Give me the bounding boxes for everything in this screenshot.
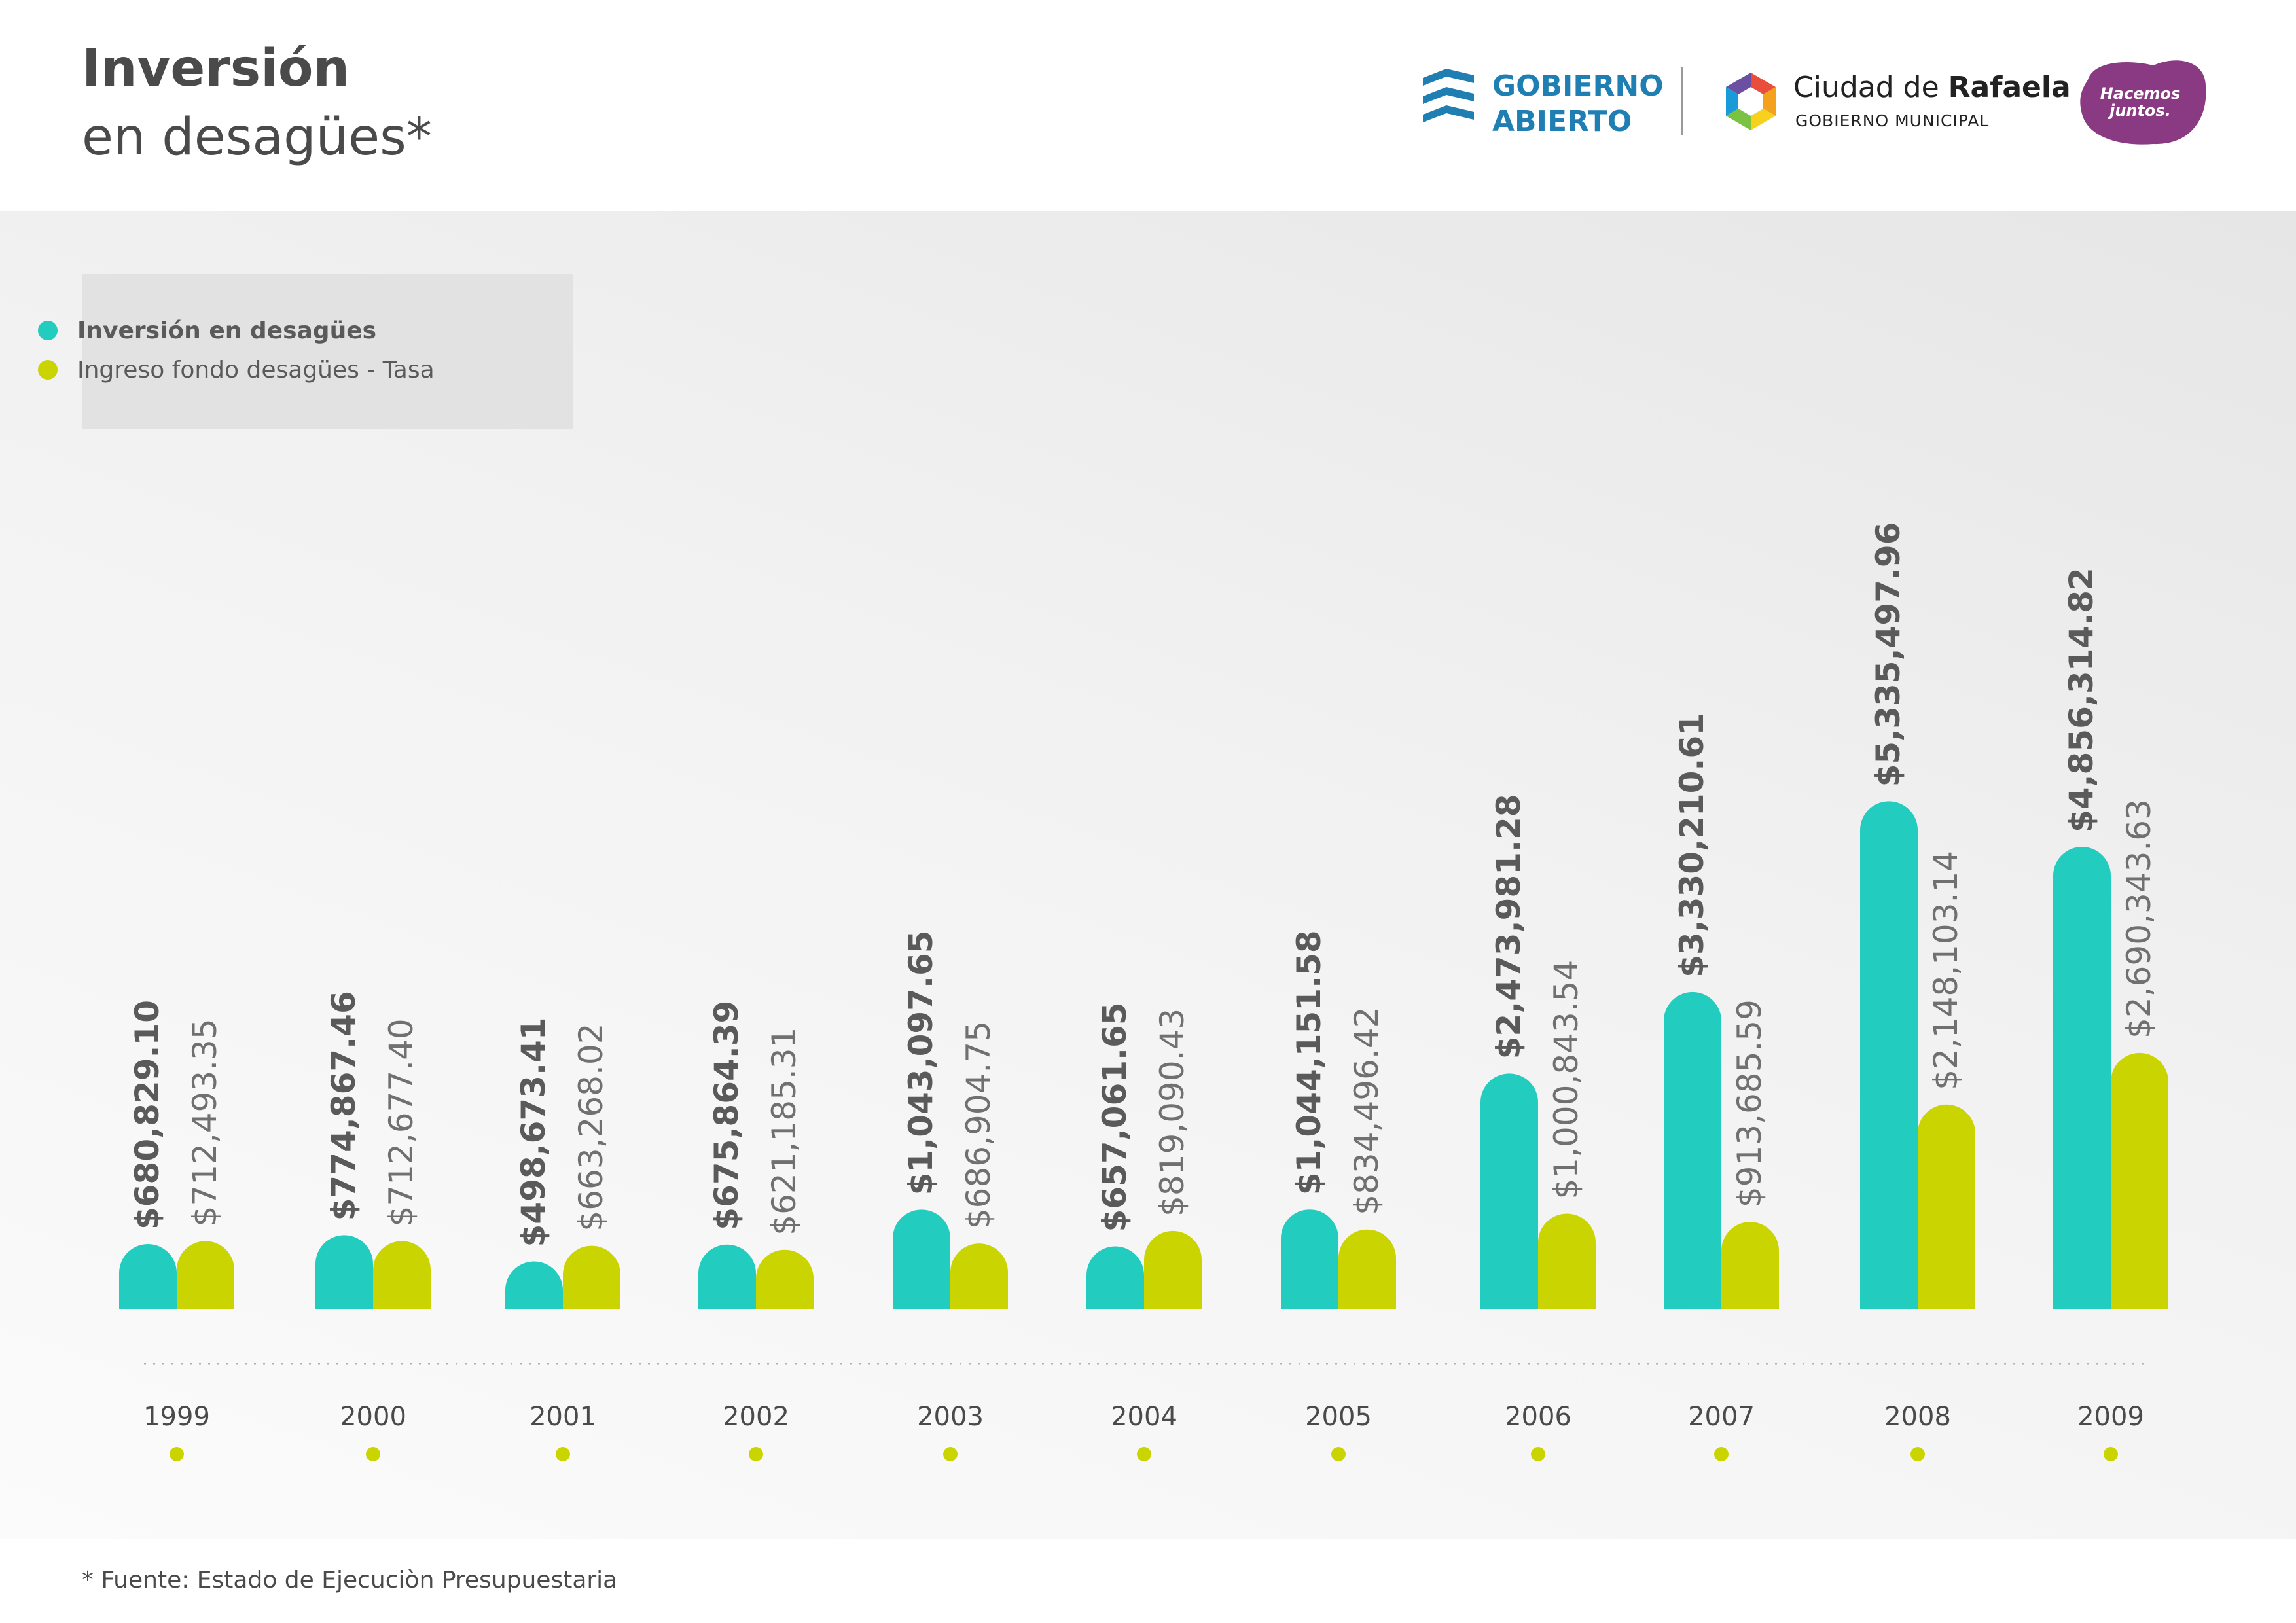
- bar-ingreso-2008: [1918, 1104, 1975, 1309]
- bar-ingreso-2000: [373, 1241, 431, 1309]
- year-dot-2005: [1331, 1447, 1346, 1461]
- logo-divider: [1681, 67, 1683, 135]
- year-dot-2007: [1714, 1447, 1729, 1461]
- bar-inversion-2006: [1480, 1073, 1538, 1309]
- value-label-ingreso-2002: $621,185.31: [765, 1027, 803, 1236]
- year-label-2006: 2006: [1505, 1402, 1571, 1432]
- year-label-2009: 2009: [2077, 1402, 2144, 1432]
- chart-legend: [82, 274, 573, 429]
- page-title: Inversión: [82, 39, 350, 98]
- hacemos-juntos-wordmark: Hacemos juntos.: [2088, 85, 2193, 119]
- value-label-inversion-2004: $657,061.65: [1096, 1002, 1134, 1232]
- value-label-ingreso-2003: $686,904.75: [960, 1021, 997, 1229]
- ciudad-rafaela-wordmark: Ciudad de Rafaela: [1793, 71, 2071, 104]
- value-label-ingreso-2007: $913,685.59: [1731, 999, 1768, 1207]
- value-label-ingreso-2001: $663,268.02: [572, 1023, 610, 1231]
- ciudad-name-bold: Rafaela: [1948, 71, 2071, 104]
- legend-swatch-ingreso: [38, 360, 58, 380]
- year-label-2003: 2003: [917, 1402, 984, 1432]
- value-label-inversion-2009: $4,856,314.82: [2062, 567, 2100, 832]
- bar-ingreso-2003: [950, 1243, 1008, 1309]
- value-label-inversion-2003: $1,043,097.65: [902, 930, 940, 1195]
- bars-layer: [119, 801, 2168, 1309]
- value-label-ingreso-2009: $2,690,343.63: [2120, 799, 2158, 1039]
- value-label-inversion-2000: $774,867.46: [325, 991, 363, 1221]
- bar-ingreso-2005: [1338, 1229, 1396, 1309]
- year-dot-2003: [943, 1447, 958, 1461]
- bar-ingreso-2009: [2111, 1052, 2168, 1309]
- gobierno-abierto-wordmark: GOBIERNO ABIERTO: [1492, 69, 1664, 139]
- year-label-2007: 2007: [1688, 1402, 1755, 1432]
- value-label-ingreso-2006: $1,000,843.54: [1547, 960, 1585, 1200]
- page-subtitle: en desagües*: [82, 108, 432, 167]
- ciudad-name-regular: Ciudad de: [1793, 71, 1948, 104]
- value-label-ingreso-1999: $712,493.35: [186, 1018, 224, 1226]
- source-footnote: * Fuente: Estado de Ejecuciòn Presupuest…: [82, 1567, 618, 1594]
- value-label-inversion-2008: $5,335,497.96: [1869, 522, 1907, 787]
- bar-inversion-2003: [893, 1209, 950, 1309]
- value-label-ingreso-2008: $2,148,103.14: [1927, 851, 1965, 1090]
- legend-label-inversion: Inversión en desagües: [77, 317, 377, 344]
- gobierno-abierto-logo[interactable]: GOBIERNO ABIERTO: [1420, 62, 1669, 141]
- year-dot-2008: [1910, 1447, 1925, 1461]
- year-dot-2000: [366, 1447, 380, 1461]
- value-label-inversion-1999: $680,829.10: [128, 1000, 166, 1230]
- bar-ingreso-2002: [756, 1249, 814, 1309]
- year-dot-2002: [749, 1447, 763, 1461]
- legend-item-inversion: Inversión en desagües: [38, 314, 376, 347]
- year-dot-2006: [1531, 1447, 1545, 1461]
- bar-ingreso-2006: [1538, 1213, 1596, 1309]
- bar-inversion-2008: [1860, 801, 1918, 1309]
- value-label-inversion-2001: $498,673.41: [514, 1017, 552, 1247]
- bar-ingreso-2004: [1144, 1230, 1202, 1309]
- hacemos-line: Hacemos: [2100, 84, 2181, 103]
- hexagon-logo-icon: [1726, 73, 1776, 130]
- ciudad-rafaela-logo[interactable]: Ciudad de Rafaela GOBIERNO MUNICIPAL: [1718, 65, 2071, 144]
- value-label-inversion-2006: $2,473,981.28: [1490, 794, 1528, 1059]
- year-label-2002: 2002: [723, 1402, 789, 1432]
- legend-label-ingreso: Ingreso fondo desagües - Tasa: [77, 356, 435, 383]
- value-labels-layer: $680,829.10 $712,493.35 $774,867.46 $712,67…: [128, 522, 2158, 1247]
- header: Inversión en desagües* GOBIERNO ABIERTO …: [0, 0, 2296, 211]
- value-label-ingreso-2004: $819,090.43: [1153, 1008, 1191, 1217]
- bar-inversion-2001: [505, 1261, 563, 1309]
- year-label-2008: 2008: [1884, 1402, 1951, 1432]
- bar-inversion-2007: [1664, 991, 1721, 1309]
- ciudad-subtitle: GOBIERNO MUNICIPAL: [1795, 111, 1990, 130]
- bar-inversion-2005: [1281, 1209, 1338, 1309]
- year-label-2000: 2000: [340, 1402, 406, 1432]
- legend-swatch-inversion: [38, 321, 58, 340]
- bar-ingreso-1999: [177, 1241, 234, 1309]
- value-label-inversion-2007: $3,330,210.61: [1673, 713, 1711, 978]
- stacked-chevrons-icon: [1423, 69, 1474, 122]
- gobierno-abierto-line1: GOBIERNO: [1492, 69, 1664, 103]
- year-dot-2009: [2104, 1447, 2118, 1461]
- juntos-line: juntos.: [2109, 101, 2171, 120]
- hacemos-juntos-logo[interactable]: Hacemos juntos.: [2068, 54, 2212, 152]
- bar-inversion-2000: [315, 1235, 373, 1309]
- hacemos-juntos-blob: [2080, 60, 2206, 145]
- year-label-2005: 2005: [1305, 1402, 1372, 1432]
- year-label-1999: 1999: [143, 1402, 210, 1432]
- bar-inversion-2004: [1086, 1246, 1144, 1309]
- year-dot-2004: [1137, 1447, 1151, 1461]
- value-label-inversion-2005: $1,044,151.58: [1290, 930, 1328, 1195]
- value-label-ingreso-2000: $712,677.40: [382, 1018, 420, 1226]
- bar-ingreso-2007: [1721, 1222, 1779, 1309]
- year-dot-1999: [170, 1447, 184, 1461]
- year-label-2001: 2001: [529, 1402, 596, 1432]
- bar-ingreso-2001: [563, 1245, 620, 1309]
- gobierno-abierto-line2: ABIERTO: [1492, 105, 1632, 138]
- bar-inversion-2002: [698, 1244, 756, 1309]
- year-dot-2001: [556, 1447, 570, 1461]
- bar-inversion-2009: [2053, 847, 2111, 1309]
- year-label-2004: 2004: [1111, 1402, 1177, 1432]
- legend-item-ingreso: Ingreso fondo desagües - Tasa: [38, 353, 435, 386]
- value-label-ingreso-2005: $834,496.42: [1348, 1007, 1386, 1215]
- bar-inversion-1999: [119, 1244, 177, 1309]
- x-axis-layer: 1999 2000 2001 2002 2003 2004 2005 2006 2007 2008…: [143, 1402, 2144, 1461]
- value-label-inversion-2002: $675,864.39: [708, 1001, 745, 1230]
